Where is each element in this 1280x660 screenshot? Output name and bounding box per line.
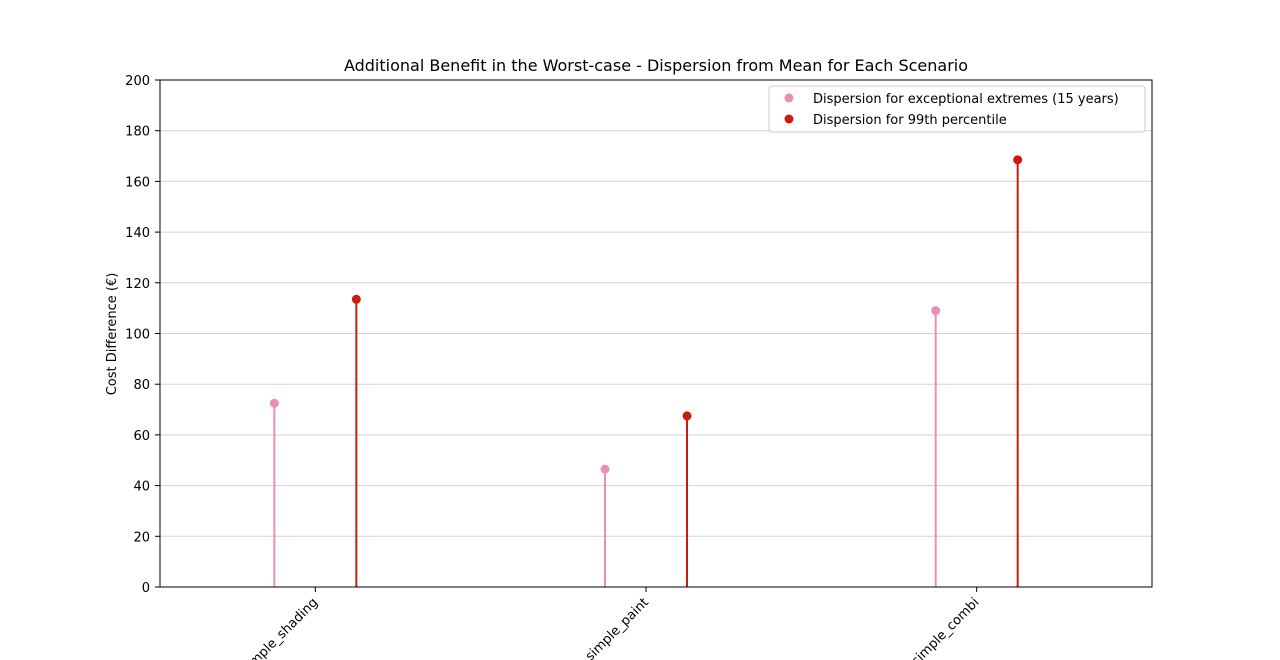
y-tick-label: 20 — [133, 530, 150, 545]
x-axis: simple_shading simple_paint simple_combi — [239, 587, 982, 660]
x-tick-label: simple_paint — [583, 595, 652, 660]
y-axis: 0 20 40 60 80 100 120 140 160 180 200 — [125, 74, 160, 596]
legend-label: Dispersion for exceptional extremes (15 … — [813, 92, 1119, 107]
x-tick-label: simple_combi — [909, 595, 983, 660]
y-tick-label: 200 — [125, 74, 150, 89]
legend-box — [768, 85, 1146, 133]
y-tick-label: 0 — [142, 581, 150, 596]
data-point — [682, 411, 692, 421]
legend-marker — [784, 93, 794, 103]
y-tick-label: 60 — [133, 429, 150, 444]
data-stems — [269, 155, 1023, 587]
legend-marker — [784, 114, 794, 124]
data-point — [351, 294, 361, 304]
data-point — [600, 464, 610, 474]
y-tick-label: 140 — [125, 226, 150, 241]
y-tick-label: 40 — [133, 480, 150, 495]
data-point — [1013, 155, 1023, 165]
y-tick-label: 160 — [125, 175, 150, 190]
legend: Dispersion for exceptional extremes (15 … — [768, 85, 1146, 133]
grid-lines — [160, 79, 1152, 588]
y-tick-label: 120 — [125, 277, 150, 292]
y-tick-label: 180 — [125, 125, 150, 140]
y-axis-label: Cost Difference (€) — [105, 273, 120, 396]
chart-title: Additional Benefit in the Worst-case - D… — [344, 56, 968, 75]
data-point — [931, 306, 941, 316]
y-tick-label: 80 — [133, 378, 150, 393]
y-tick-label: 100 — [125, 328, 150, 343]
data-point — [269, 398, 279, 408]
legend-label: Dispersion for 99th percentile — [813, 113, 1007, 128]
x-tick-label: simple_shading — [239, 595, 321, 660]
